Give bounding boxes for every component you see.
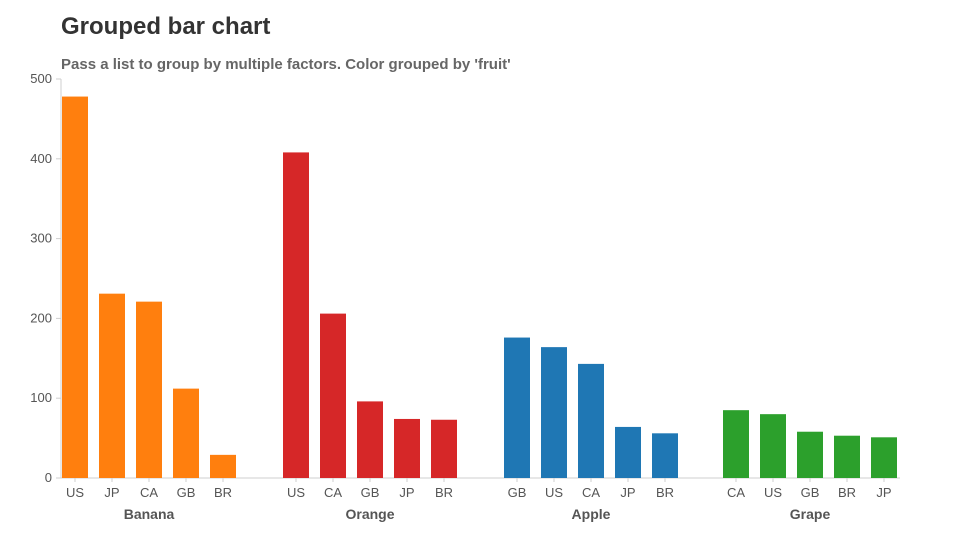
y-tick-label: 500 [30, 71, 52, 86]
x-category-label: GB [508, 485, 527, 500]
x-category-label: CA [727, 485, 745, 500]
bar-grape-ca [723, 410, 749, 478]
x-group-label: Banana [124, 506, 175, 522]
bar-group-grape [723, 410, 897, 478]
y-tick-label: 200 [30, 310, 52, 325]
x-category-label: JP [876, 485, 891, 500]
x-category-label: JP [620, 485, 635, 500]
bars [62, 96, 897, 478]
x-group-label: Apple [572, 506, 611, 522]
bar-apple-us [541, 347, 567, 478]
x-category-label: JP [104, 485, 119, 500]
bar-banana-jp [99, 293, 125, 478]
bar-apple-jp [615, 426, 641, 478]
x-category-label: BR [435, 485, 453, 500]
bar-orange-gb [357, 401, 383, 478]
x-category-label: BR [656, 485, 674, 500]
y-tick-label: 300 [30, 231, 52, 246]
bar-orange-br [431, 419, 457, 478]
bar-apple-br [652, 433, 678, 478]
bar-banana-ca [136, 301, 162, 478]
x-category-label: CA [582, 485, 600, 500]
chart-subtitle: Pass a list to group by multiple factors… [61, 56, 511, 73]
bar-grape-us [760, 414, 786, 478]
x-group-label: Grape [790, 506, 831, 522]
x-category-label: US [545, 485, 563, 500]
bar-grape-br [834, 435, 860, 478]
bar-banana-us [62, 96, 88, 478]
bar-apple-gb [504, 337, 530, 478]
y-axis: 0 100 200 300 400 500 [30, 71, 62, 485]
bar-grape-jp [871, 437, 897, 478]
x-category-label: US [287, 485, 305, 500]
bar-group-apple [504, 337, 678, 478]
x-group-label: Orange [345, 506, 394, 522]
bar-banana-br [210, 454, 236, 478]
y-tick-label: 400 [30, 151, 52, 166]
bar-group-banana [62, 96, 236, 478]
chart-title: Grouped bar chart [61, 13, 270, 40]
x-category-label: US [764, 485, 782, 500]
bar-group-orange [283, 152, 457, 478]
y-tick-label: 0 [45, 470, 52, 485]
x-category-label: US [66, 485, 84, 500]
x-category-label: JP [399, 485, 414, 500]
bar-apple-ca [578, 363, 604, 478]
bar-banana-gb [173, 388, 199, 478]
bar-orange-jp [394, 418, 420, 478]
x-category-label: GB [801, 485, 820, 500]
bar-orange-us [283, 152, 309, 478]
x-category-label: CA [140, 485, 158, 500]
bar-grape-gb [797, 431, 823, 478]
x-axis: US JP CA GB BR Banana US CA GB JP BR Orange GB US CA JP… [61, 477, 900, 522]
x-category-label: GB [177, 485, 196, 500]
bar-orange-ca [320, 313, 346, 478]
x-category-label: BR [214, 485, 232, 500]
x-category-label: CA [324, 485, 342, 500]
x-category-label: GB [361, 485, 380, 500]
x-category-label: BR [838, 485, 856, 500]
y-tick-label: 100 [30, 390, 52, 405]
